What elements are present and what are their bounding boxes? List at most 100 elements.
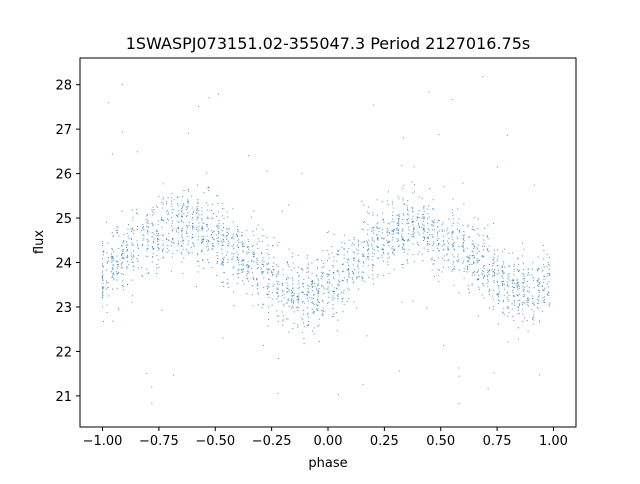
data-point (484, 275, 486, 277)
data-point (543, 279, 545, 281)
data-point (363, 262, 365, 264)
data-point (483, 284, 485, 286)
data-point (221, 262, 223, 264)
data-point (158, 249, 160, 251)
data-point (451, 244, 453, 246)
data-point (403, 243, 405, 245)
data-point (197, 201, 199, 203)
data-point (516, 294, 518, 296)
data-point (549, 302, 551, 304)
data-point (317, 305, 318, 307)
data-point (126, 246, 128, 248)
data-point (471, 283, 473, 285)
data-point (363, 255, 365, 257)
data-point (386, 228, 388, 230)
data-point (186, 206, 188, 208)
data-point (492, 308, 494, 310)
data-point (153, 212, 155, 214)
data-point (514, 283, 516, 285)
data-point (143, 226, 145, 228)
data-point (281, 311, 283, 313)
data-point (123, 258, 125, 260)
data-point (451, 269, 453, 271)
data-point (447, 259, 449, 261)
data-point (182, 195, 184, 197)
data-point (111, 248, 113, 250)
data-point (123, 240, 125, 242)
data-point (487, 279, 489, 281)
data-point (242, 271, 244, 273)
data-point (206, 226, 208, 228)
data-point (311, 301, 313, 303)
data-point (367, 255, 369, 257)
data-point (268, 268, 270, 270)
data-point (507, 278, 509, 280)
data-point (437, 274, 439, 276)
data-point (256, 279, 258, 281)
data-point (338, 284, 340, 286)
data-point (122, 242, 124, 244)
data-point (317, 284, 319, 286)
data-point (286, 318, 288, 320)
data-point (102, 276, 104, 278)
data-point (487, 235, 489, 237)
data-point (543, 244, 544, 246)
data-point (392, 237, 394, 239)
data-point (131, 255, 133, 257)
data-point (401, 301, 403, 303)
data-point (411, 181, 413, 183)
data-point (197, 260, 199, 262)
data-point (496, 258, 498, 260)
data-point (513, 295, 515, 297)
data-point (247, 266, 249, 268)
data-point (503, 288, 505, 290)
data-point (152, 253, 154, 255)
data-point (281, 295, 283, 297)
data-point (432, 208, 434, 210)
data-point (311, 309, 313, 311)
data-point (348, 247, 350, 249)
data-point (246, 272, 248, 274)
data-point (331, 284, 333, 286)
data-point (467, 225, 469, 227)
data-point (406, 223, 408, 225)
data-point (231, 237, 233, 239)
data-point (277, 287, 279, 289)
data-point (522, 278, 524, 280)
data-point (307, 291, 309, 293)
data-point (262, 264, 264, 266)
data-point (456, 236, 458, 238)
data-point (242, 269, 244, 271)
data-point (253, 278, 255, 280)
data-point (142, 226, 144, 228)
data-point (381, 257, 383, 259)
data-point (183, 257, 185, 259)
data-point (190, 246, 192, 248)
data-point (147, 248, 149, 250)
data-point (233, 244, 235, 246)
data-point (372, 255, 374, 257)
data-point (110, 253, 112, 255)
data-point (177, 215, 179, 217)
data-point (182, 240, 184, 242)
data-point (543, 287, 545, 289)
data-point (323, 293, 325, 295)
data-point (526, 290, 528, 292)
data-point (448, 218, 450, 220)
data-point (496, 293, 498, 295)
data-point (447, 247, 449, 249)
data-point (362, 254, 364, 256)
data-point (223, 207, 225, 209)
data-point (226, 228, 228, 230)
data-point (497, 281, 499, 283)
data-point (271, 292, 273, 294)
data-point (463, 203, 465, 205)
data-point (198, 229, 200, 231)
data-point (246, 277, 248, 279)
data-point (158, 243, 160, 245)
data-point (537, 269, 539, 271)
data-point (407, 219, 409, 221)
data-point (352, 272, 354, 274)
data-point (463, 249, 465, 251)
